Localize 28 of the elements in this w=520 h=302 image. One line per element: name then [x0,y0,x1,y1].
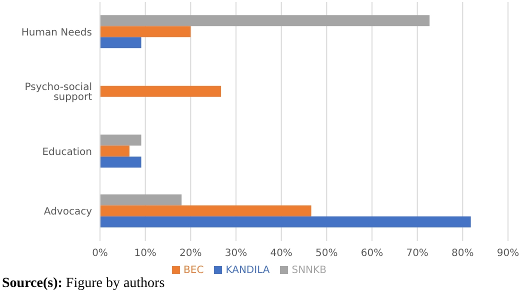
bar [100,205,312,216]
x-tick-label: 80% [452,248,474,260]
x-tick-label: 70% [406,248,428,260]
x-tick-label: 10% [134,248,156,260]
legend-label: BEC [184,265,204,276]
y-tick-label: Education [42,146,92,158]
x-tick-label: 40% [270,248,292,260]
x-tick-label: 60% [360,248,384,260]
x-tick-label: 20% [180,248,202,260]
legend-label: KANDILA [226,265,270,276]
y-tick-label: Human Needs [21,27,92,38]
source-note: Source(s): Figure by authors [1,276,166,292]
x-tick-label: 90% [496,248,520,260]
bar [100,146,130,157]
bar [100,15,430,26]
bar [100,194,182,206]
bar [100,86,222,97]
bar [100,134,142,146]
bar [100,156,142,168]
x-tick-label: 50% [316,248,338,260]
bar [100,37,142,48]
x-tick-label: 30% [224,248,248,260]
bar [100,26,191,38]
bar [100,216,471,228]
y-tick-label: Advocacy [44,206,92,218]
y-tick-label: Psycho-social support [24,82,92,104]
legend-label: SNNKB [292,265,326,276]
x-tick-label: 0% [92,248,108,260]
